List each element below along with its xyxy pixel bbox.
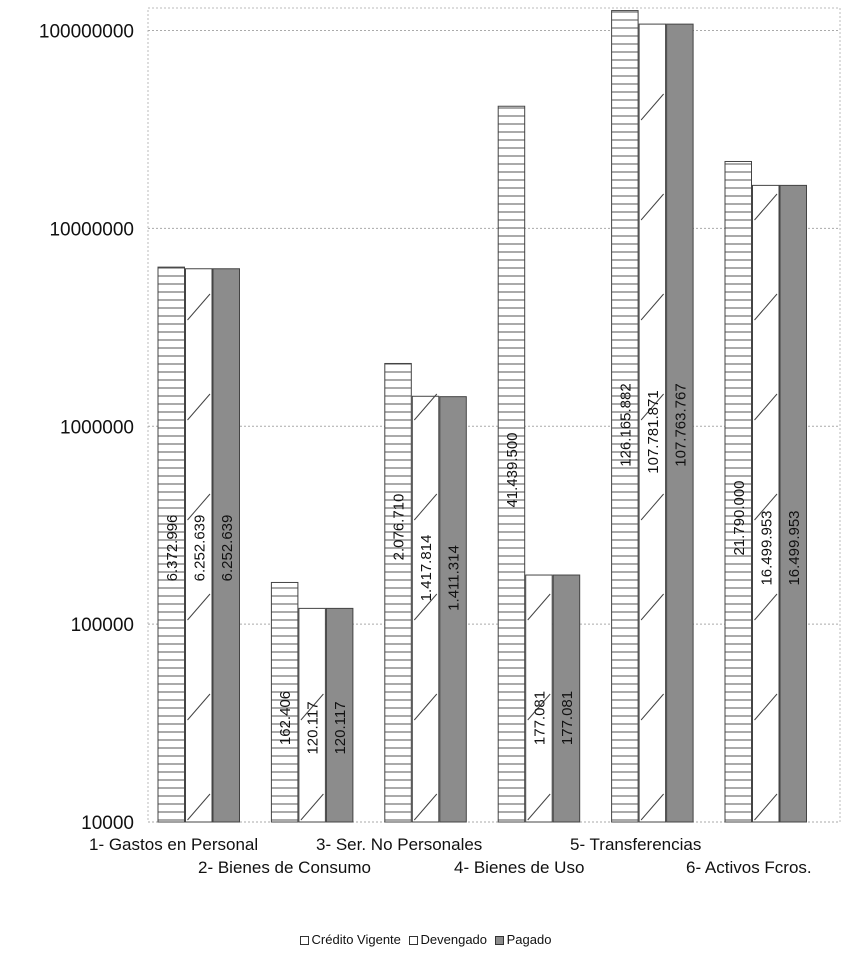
hatch-line [187, 693, 211, 721]
y-tick-label: 10000 [81, 813, 134, 834]
data-label-devengado: 16.499.953 [758, 510, 775, 585]
data-label-pagado: 16.499.953 [786, 510, 803, 585]
data-label-devengado: 107.781.871 [645, 390, 662, 473]
y-axis: 10000 100000 1000000 10000000 100000000 [39, 22, 134, 834]
data-label-pagado: 107.763.767 [672, 383, 689, 466]
data-label-devengado: 6.252.639 [191, 515, 208, 582]
hatch-line [527, 593, 551, 621]
data-label-credito-vigente: 21.790.000 [731, 480, 748, 555]
x-category-label: 6- Activos Fcros. [686, 858, 812, 877]
y-tick-label: 10000000 [49, 219, 134, 240]
bar-pagado [779, 184, 807, 823]
hatch-line [640, 493, 664, 521]
x-category-label: 3- Ser. No Personales [316, 835, 482, 854]
bar-hatch [300, 693, 324, 821]
hatch-line [640, 293, 664, 321]
x-axis: 1- Gastos en Personal 2- Bienes de Consum… [89, 835, 812, 877]
x-category-label: 4- Bienes de Uso [454, 858, 584, 877]
bar-hatch [187, 293, 211, 821]
hatch-line [413, 593, 438, 621]
hatch-line [640, 93, 664, 121]
data-label-pagado: 1.411.314 [446, 545, 463, 611]
bar-pagado [325, 607, 354, 823]
legend-item-devengado: Devengado [408, 932, 488, 947]
hatch-line [527, 693, 551, 721]
hatch-line [640, 593, 664, 621]
bar-devengado [411, 395, 440, 823]
y-tick-label: 100000 [71, 615, 134, 636]
chart: 10000 100000 1000000 10000000 100000000 6.37… [39, 7, 841, 877]
legend-label-pagado: Pagado [506, 932, 552, 947]
legend-item-credito-vigente: Crédito Vigente [299, 932, 401, 947]
legend-label-credito-vigente: Crédito Vigente [311, 932, 401, 947]
hatch-line [187, 293, 211, 321]
hatch-line [754, 793, 778, 821]
bar-devengado [185, 268, 213, 823]
bar-pagado [212, 268, 240, 823]
hatch-line [640, 693, 664, 721]
data-label-pagado: 177.081 [559, 691, 576, 745]
hatch-line [187, 593, 211, 621]
legend-label-devengado: Devengado [420, 932, 488, 947]
bar-hatch [754, 193, 778, 821]
data-label-devengado: 120.117 [305, 701, 322, 754]
hatch-line [640, 393, 664, 421]
legend-swatch-pagado [494, 936, 504, 945]
y-tick-label: 1000000 [60, 417, 134, 438]
hatch-line [187, 793, 211, 821]
y-tick-label: 100000000 [39, 22, 134, 43]
hatch-line [754, 693, 778, 721]
hatch-line [413, 793, 438, 821]
hatch-line [527, 793, 551, 821]
bar-credito-vigente [611, 10, 639, 823]
data-label-devengado: 1.417.814 [418, 535, 435, 602]
hatch-line [754, 293, 778, 321]
bar-hatch [413, 393, 438, 821]
data-labels: 6.372.996 6.252.639 6.252.639 162.406 120.11… [164, 383, 803, 754]
bar-credito-vigente [384, 362, 412, 823]
data-label-pagado: 6.252.639 [219, 515, 236, 582]
bar-credito-vigente [157, 266, 185, 823]
hatch-line [187, 393, 211, 421]
hatch-line [754, 593, 778, 621]
bar-devengado [638, 23, 667, 823]
bar-credito-vigente [724, 160, 752, 823]
data-label-pagado: 120.117 [332, 701, 349, 754]
x-category-label: 1- Gastos en Personal [89, 835, 258, 854]
data-label-credito-vigente: 41.439.500 [504, 432, 521, 507]
hatch-line [187, 493, 211, 521]
bar-devengado [298, 607, 326, 823]
data-label-credito-vigente: 126.165.882 [617, 383, 634, 466]
hatch-line [754, 493, 778, 521]
bars [157, 10, 807, 823]
x-category-label: 5- Transferencias [570, 835, 701, 854]
legend-swatch-credito-vigente [299, 936, 309, 945]
bar-hatch [640, 93, 664, 821]
bar-pagado [439, 396, 467, 823]
x-category-label: 2- Bienes de Consumo [198, 858, 371, 877]
hatch-line [640, 193, 664, 221]
legend: Crédito Vigente Devengado Pagado [0, 932, 851, 947]
data-label-credito-vigente: 162.406 [277, 691, 294, 745]
bar-devengado [752, 184, 780, 823]
hatch-line [300, 793, 324, 821]
hatch-line [754, 193, 778, 221]
data-label-credito-vigente: 6.372.996 [164, 515, 181, 582]
hatch-line [413, 393, 438, 421]
hatch-line [754, 393, 778, 421]
bar-credito-vigente [497, 105, 526, 823]
hatch-line [300, 693, 324, 721]
bar-credito-vigente [270, 581, 299, 823]
bar-hatch [527, 593, 551, 821]
hatch-line [640, 793, 664, 821]
hatch-line [413, 493, 438, 521]
bar-devengado [525, 574, 553, 823]
bar-pagado [552, 574, 581, 823]
legend-item-pagado: Pagado [494, 932, 552, 947]
data-label-devengado: 177.081 [531, 691, 548, 745]
hatch-line [413, 693, 438, 721]
data-label-credito-vigente: 2.076.710 [391, 494, 408, 561]
legend-swatch-devengado [408, 936, 418, 945]
bar-pagado [666, 23, 694, 823]
